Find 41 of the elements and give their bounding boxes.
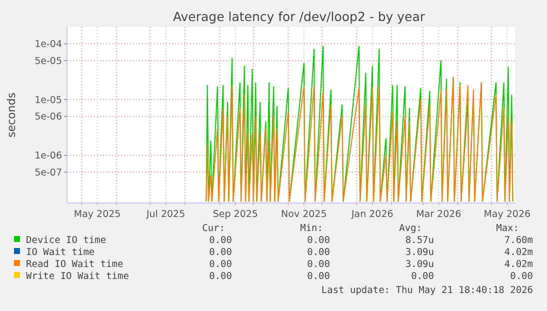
- text: Avg:: [399, 223, 422, 234]
- text: 0.00: [209, 259, 232, 270]
- text: 0.00: [411, 271, 434, 282]
- y-tick-label: 1e-04: [34, 39, 62, 50]
- y-tick-label: 1e-05: [34, 94, 62, 106]
- text: 0.00: [209, 271, 232, 282]
- text: 4.02m: [504, 247, 534, 258]
- legend-label: Write IO Wait time: [26, 271, 130, 282]
- y-tick-label: 5e-06: [34, 112, 62, 123]
- legend-label: IO Wait time: [26, 247, 95, 258]
- x-tick-label: Sep 2025: [212, 209, 258, 220]
- x-tick-label: Jan 2026: [350, 209, 394, 220]
- x-tick-label: Jul 2025: [145, 209, 186, 220]
- text: 3.09u: [405, 259, 434, 270]
- text: 8.57u: [405, 235, 434, 246]
- text: 0.00: [209, 235, 232, 246]
- y-tick-label: 1e-06: [34, 150, 62, 162]
- x-tick-label: Mar 2026: [416, 209, 462, 220]
- x-tick-label: Nov 2025: [281, 209, 327, 220]
- y-tick-label: 5e-07: [34, 167, 62, 178]
- text: 7.60m: [504, 235, 534, 246]
- y-axis-title: seconds: [5, 92, 18, 138]
- x-tick-label: May 2025: [74, 209, 121, 220]
- text: 4.02m: [504, 259, 534, 270]
- line-series: [206, 76, 514, 202]
- text: Cur:: [202, 223, 225, 234]
- text: 0.00: [510, 271, 534, 282]
- text: Max:: [496, 223, 519, 234]
- x-tick-label: May 2026: [484, 209, 531, 220]
- text: 0.00: [307, 247, 330, 258]
- text: 0.00: [307, 235, 330, 246]
- text: 0.00: [307, 259, 330, 270]
- text: Min:: [300, 223, 323, 234]
- text: 3.09u: [405, 247, 434, 258]
- text: Last update: Thu May 21 18:40:18 2026: [321, 285, 534, 296]
- y-tick-label: 5e-05: [34, 56, 62, 67]
- legend-label: Read IO Wait time: [26, 259, 124, 270]
- text: 0.00: [307, 271, 330, 282]
- chart-title: Average latency for /dev/loop2 - by year: [172, 9, 426, 24]
- legend-label: Device IO time: [26, 235, 106, 246]
- text: 0.00: [209, 247, 232, 258]
